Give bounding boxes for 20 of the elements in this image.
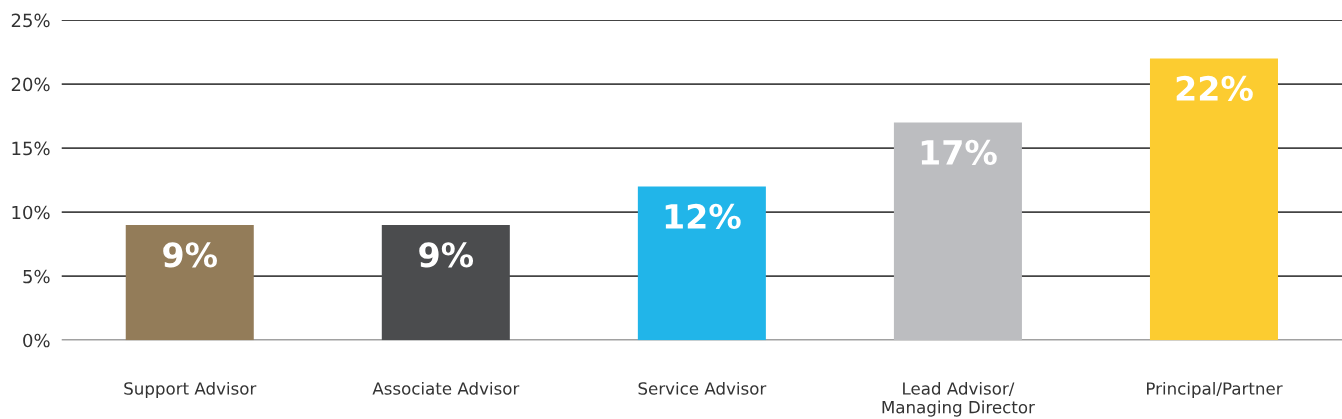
y-tick-label: 15% xyxy=(12,141,50,156)
x-tick-label: Support Advisor xyxy=(124,381,257,399)
bar xyxy=(1149,58,1278,341)
data-label: 9% xyxy=(163,242,217,268)
x-tick-label: Service Advisor xyxy=(638,381,767,395)
bar xyxy=(893,122,1022,341)
data-label: 12% xyxy=(665,203,741,230)
data-label: 9% xyxy=(419,242,474,268)
y-tick-label: 0% xyxy=(23,333,50,348)
x-tick-label: Principal/Partner xyxy=(1147,381,1283,399)
x-tick-label: Lead Advisor/ Managing Director xyxy=(882,381,1035,417)
x-tick-label: Associate Advisor xyxy=(372,381,520,395)
y-tick-label: 25% xyxy=(11,13,50,28)
y-tick-label: 20% xyxy=(11,77,50,92)
bar xyxy=(637,186,766,341)
y-tick-label: 10% xyxy=(12,205,50,220)
data-label: 17% xyxy=(921,139,997,166)
data-label: 22% xyxy=(1176,75,1253,101)
bar xyxy=(125,224,254,341)
y-tick-label: 5% xyxy=(23,269,50,284)
